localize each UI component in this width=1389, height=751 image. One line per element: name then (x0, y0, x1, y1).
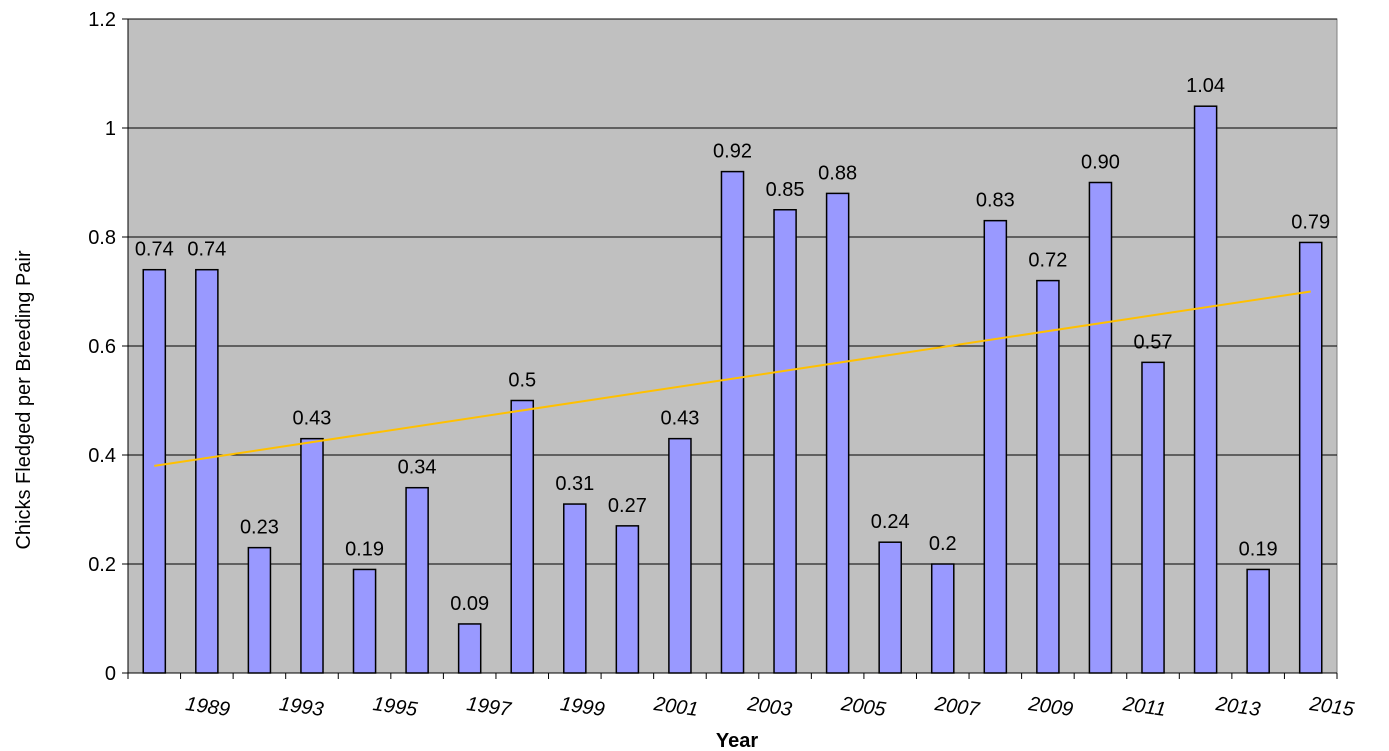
x-tick-label: 2009 (1026, 693, 1074, 721)
y-tick-label: 0.8 (88, 227, 116, 249)
bar (1246, 568, 1270, 674)
data-label: 0.2 (929, 533, 957, 555)
bar (1298, 241, 1323, 674)
y-tick-label: 0 (105, 663, 116, 685)
x-tick-label: 1993 (278, 693, 325, 721)
data-label: 0.24 (871, 511, 910, 533)
bar (457, 623, 482, 674)
data-label: 0.90 (1081, 152, 1120, 174)
y-tick-label: 0.2 (88, 554, 116, 576)
gridlines (128, 18, 1337, 565)
x-tick-label: 1997 (465, 693, 513, 721)
data-label: 0.19 (1239, 538, 1278, 560)
trendline (154, 290, 1311, 467)
data-label: 0.74 (187, 239, 226, 261)
data-label: 0.74 (135, 239, 174, 261)
bar (668, 437, 692, 674)
x-tick-label: 1995 (371, 693, 419, 721)
data-label: 0.5 (508, 370, 536, 392)
bar (615, 525, 640, 674)
data-label: 0.88 (818, 162, 857, 184)
data-label: 0.34 (398, 457, 437, 479)
data-label: 0.09 (450, 593, 489, 615)
x-axis: 1989 1993 1995 1997 1999 2001 2003 2005 2007 2009… (127, 672, 1356, 721)
bar (930, 563, 955, 674)
bar (352, 568, 377, 674)
y-tick-label: 0.4 (88, 445, 116, 467)
data-label: 0.79 (1291, 211, 1330, 233)
x-tick-label: 2003 (745, 693, 793, 721)
y-axis-title: Chicks Fledged per Breeding Pair (13, 250, 35, 549)
data-label: 1.04 (1186, 75, 1225, 97)
bar (1036, 279, 1060, 674)
data-label: 0.43 (293, 408, 332, 430)
x-tick-label: 2001 (652, 693, 700, 721)
trendline-group (154, 290, 1311, 467)
bar (300, 437, 324, 674)
data-label: 0.27 (608, 495, 647, 517)
data-label: 0.57 (1134, 331, 1173, 353)
bars (142, 105, 1323, 674)
data-label: 0.31 (555, 473, 594, 495)
x-tick-label: 2011 (1121, 693, 1168, 721)
y-tick-label: 1 (105, 118, 116, 140)
data-label: 0.72 (1028, 250, 1067, 272)
y-tick-label: 1.2 (88, 9, 116, 31)
bar (1088, 181, 1113, 674)
bar (195, 268, 219, 674)
x-axis-title: Year (716, 730, 758, 751)
bar (983, 219, 1008, 674)
x-tick-label: 2005 (839, 693, 888, 721)
y-tick-label: 0.6 (88, 336, 116, 358)
data-label: 0.83 (976, 190, 1015, 212)
bar (1193, 105, 1218, 674)
bar (142, 268, 167, 674)
bar (878, 541, 902, 674)
x-tick-label: 2015 (1307, 693, 1356, 721)
data-label: 0.19 (345, 538, 384, 560)
y-axis: 0 0.2 0.4 0.6 0.8 1 1.2 (88, 9, 129, 685)
bar (720, 170, 745, 674)
data-label: 0.92 (713, 141, 752, 163)
x-tick-label: 1999 (559, 693, 606, 721)
x-tick-label: 2007 (933, 693, 982, 721)
bar (563, 503, 587, 674)
data-label: 0.23 (240, 517, 279, 539)
data-label: 0.85 (766, 179, 805, 201)
bar (510, 399, 535, 674)
x-tick-label: 1989 (184, 693, 231, 721)
bar (825, 192, 850, 674)
bar (405, 486, 429, 674)
data-labels: 0.74 0.74 0.23 0.43 0.19 0.34 0.09 0.5 0.31 0.27 0… (135, 75, 1330, 615)
bar (1141, 361, 1165, 674)
x-tick-label: 2013 (1214, 693, 1262, 721)
data-label: 0.43 (660, 408, 699, 430)
bar (247, 546, 272, 674)
bar (773, 209, 797, 674)
